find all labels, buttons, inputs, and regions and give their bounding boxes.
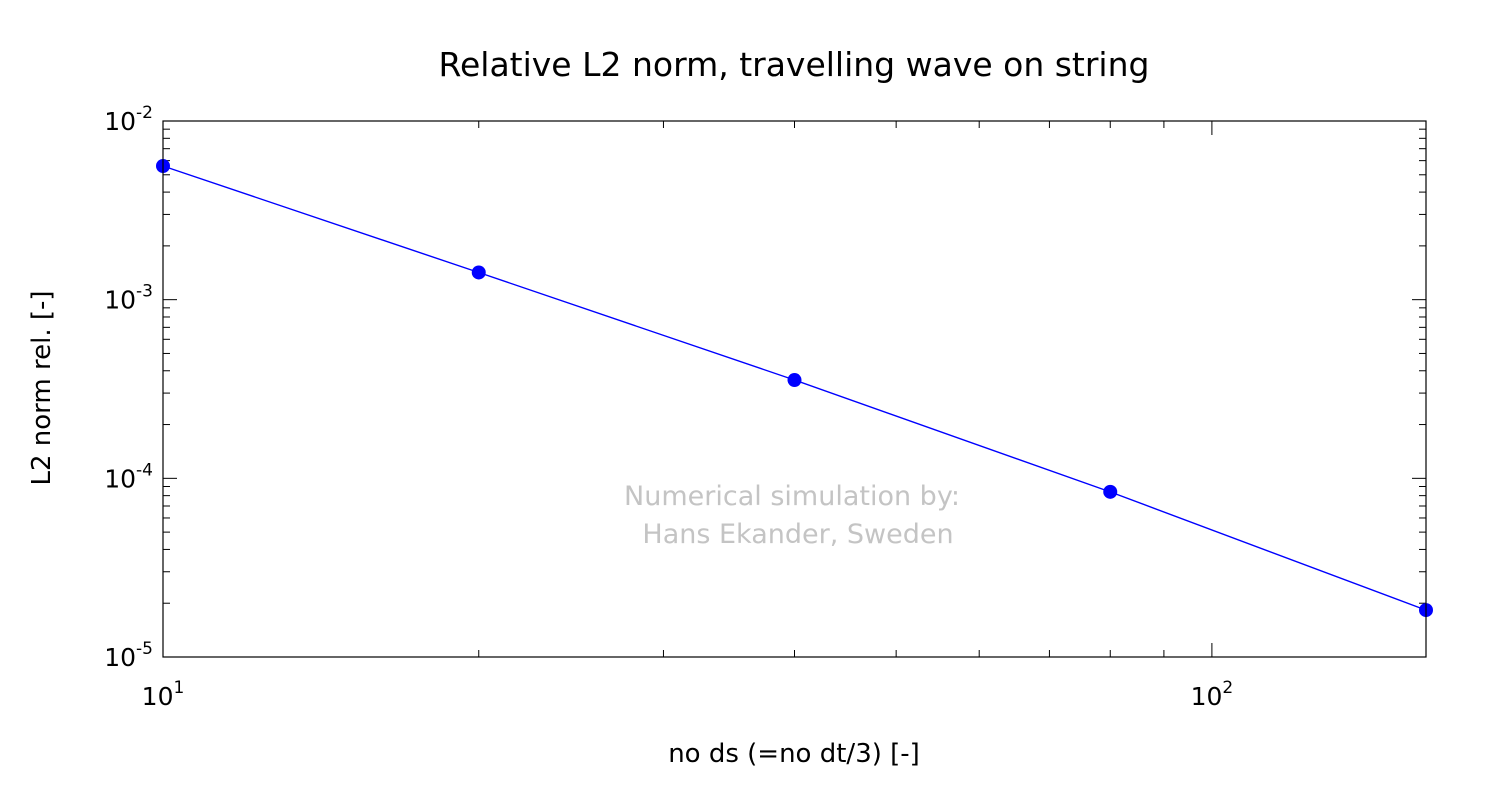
data-point — [787, 373, 802, 388]
y-tick-label: 10-5 — [104, 639, 153, 672]
x-tick-label: 102 — [1191, 678, 1234, 711]
plot-frame — [162, 120, 1427, 658]
x-axis-label: no ds (=no dt/3) [-] — [668, 739, 920, 769]
watermark-annotation: Numerical simulation by: Hans Ekander, S… — [624, 481, 960, 550]
y-tick-labels: 10-2 10-3 10-4 10-5 — [104, 103, 153, 672]
y-axis-label: L2 norm rel. [-] — [27, 290, 57, 485]
axis-ticks — [163, 121, 1426, 657]
x-tick-labels: 101 102 — [142, 678, 1234, 711]
data-point — [1103, 484, 1118, 499]
data-point — [471, 265, 486, 280]
watermark-line-2: Hans Ekander, Sweden — [642, 519, 953, 550]
y-tick-label: 10-4 — [104, 460, 153, 493]
x-tick-label: 101 — [142, 678, 185, 711]
chart-title: Relative L2 norm, travelling wave on str… — [439, 45, 1150, 84]
watermark-line-1: Numerical simulation by: — [624, 481, 960, 512]
y-tick-label: 10-3 — [104, 282, 153, 315]
y-tick-label: 10-2 — [104, 103, 153, 136]
